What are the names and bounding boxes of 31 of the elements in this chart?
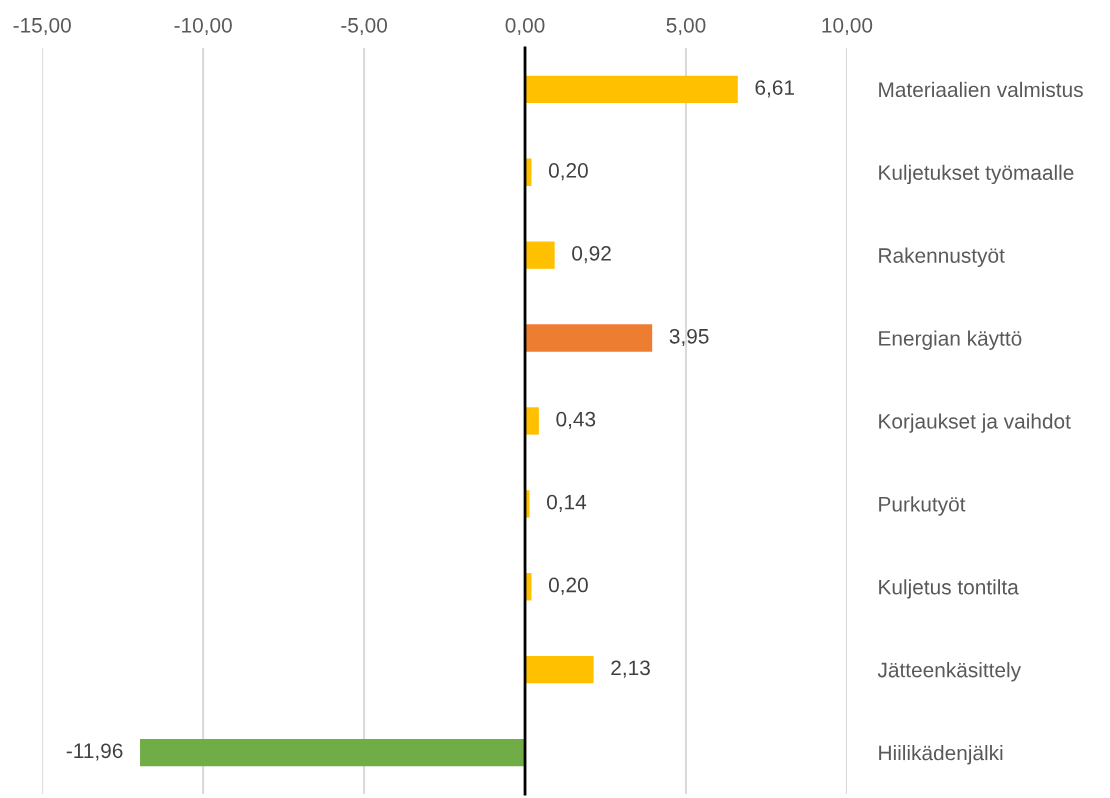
y-tick-label: Kuljetus tontilta [879, 579, 1019, 599]
data-label: 0,14 [547, 494, 587, 512]
bar [525, 324, 653, 352]
data-label: 6,61 [755, 80, 794, 98]
x-tick-label: 0,00 [505, 17, 545, 36]
x-tick-label: 5,00 [666, 17, 706, 36]
bar [525, 407, 539, 435]
x-tick-label: -10,00 [174, 17, 232, 36]
y-tick-label: Energian käyttö [879, 330, 1022, 350]
bar [525, 241, 555, 269]
y-tick-label: Kuljetukset työmaalle [879, 164, 1074, 185]
bar [525, 75, 738, 104]
y-tick-label: Rakennustyöt [879, 247, 1005, 268]
bar [525, 490, 530, 518]
x-tick-label: -5,00 [341, 17, 388, 36]
data-label: 3,95 [669, 328, 709, 347]
y-tick-label: Korjaukset ja vaihdot [879, 413, 1071, 433]
data-label: 0,92 [572, 245, 611, 264]
data-label: 0,20 [548, 163, 588, 181]
bar [140, 738, 526, 767]
y-tick-label: Purkutyöt [879, 496, 966, 516]
data-label: -11,96 [66, 743, 123, 761]
data-label: 2,13 [611, 660, 650, 678]
data-label: 0,20 [548, 577, 588, 595]
x-tick-label: -15,00 [13, 17, 71, 36]
x-tick-label: 10,00 [822, 17, 873, 36]
data-label: 0,43 [556, 411, 596, 429]
bar [525, 655, 594, 684]
y-tick-label: Hiilikädenjälki [879, 745, 1003, 765]
y-tick-label: Jätteenkäsittely [877, 662, 1022, 682]
y-tick-label: Materiaalien valmistus [879, 81, 1083, 98]
